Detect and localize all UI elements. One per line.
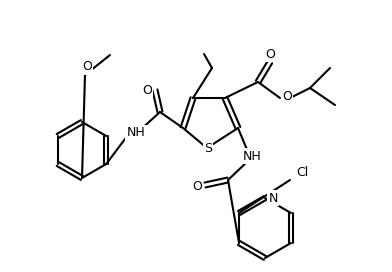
Text: N: N — [268, 191, 278, 205]
Text: Cl: Cl — [296, 165, 308, 178]
Text: O: O — [282, 91, 292, 104]
Text: NH: NH — [243, 150, 261, 162]
Text: S: S — [204, 143, 212, 156]
Text: O: O — [142, 84, 152, 97]
Text: O: O — [192, 180, 202, 193]
Text: O: O — [265, 48, 275, 60]
Text: NH: NH — [127, 126, 145, 140]
Text: O: O — [82, 60, 92, 73]
